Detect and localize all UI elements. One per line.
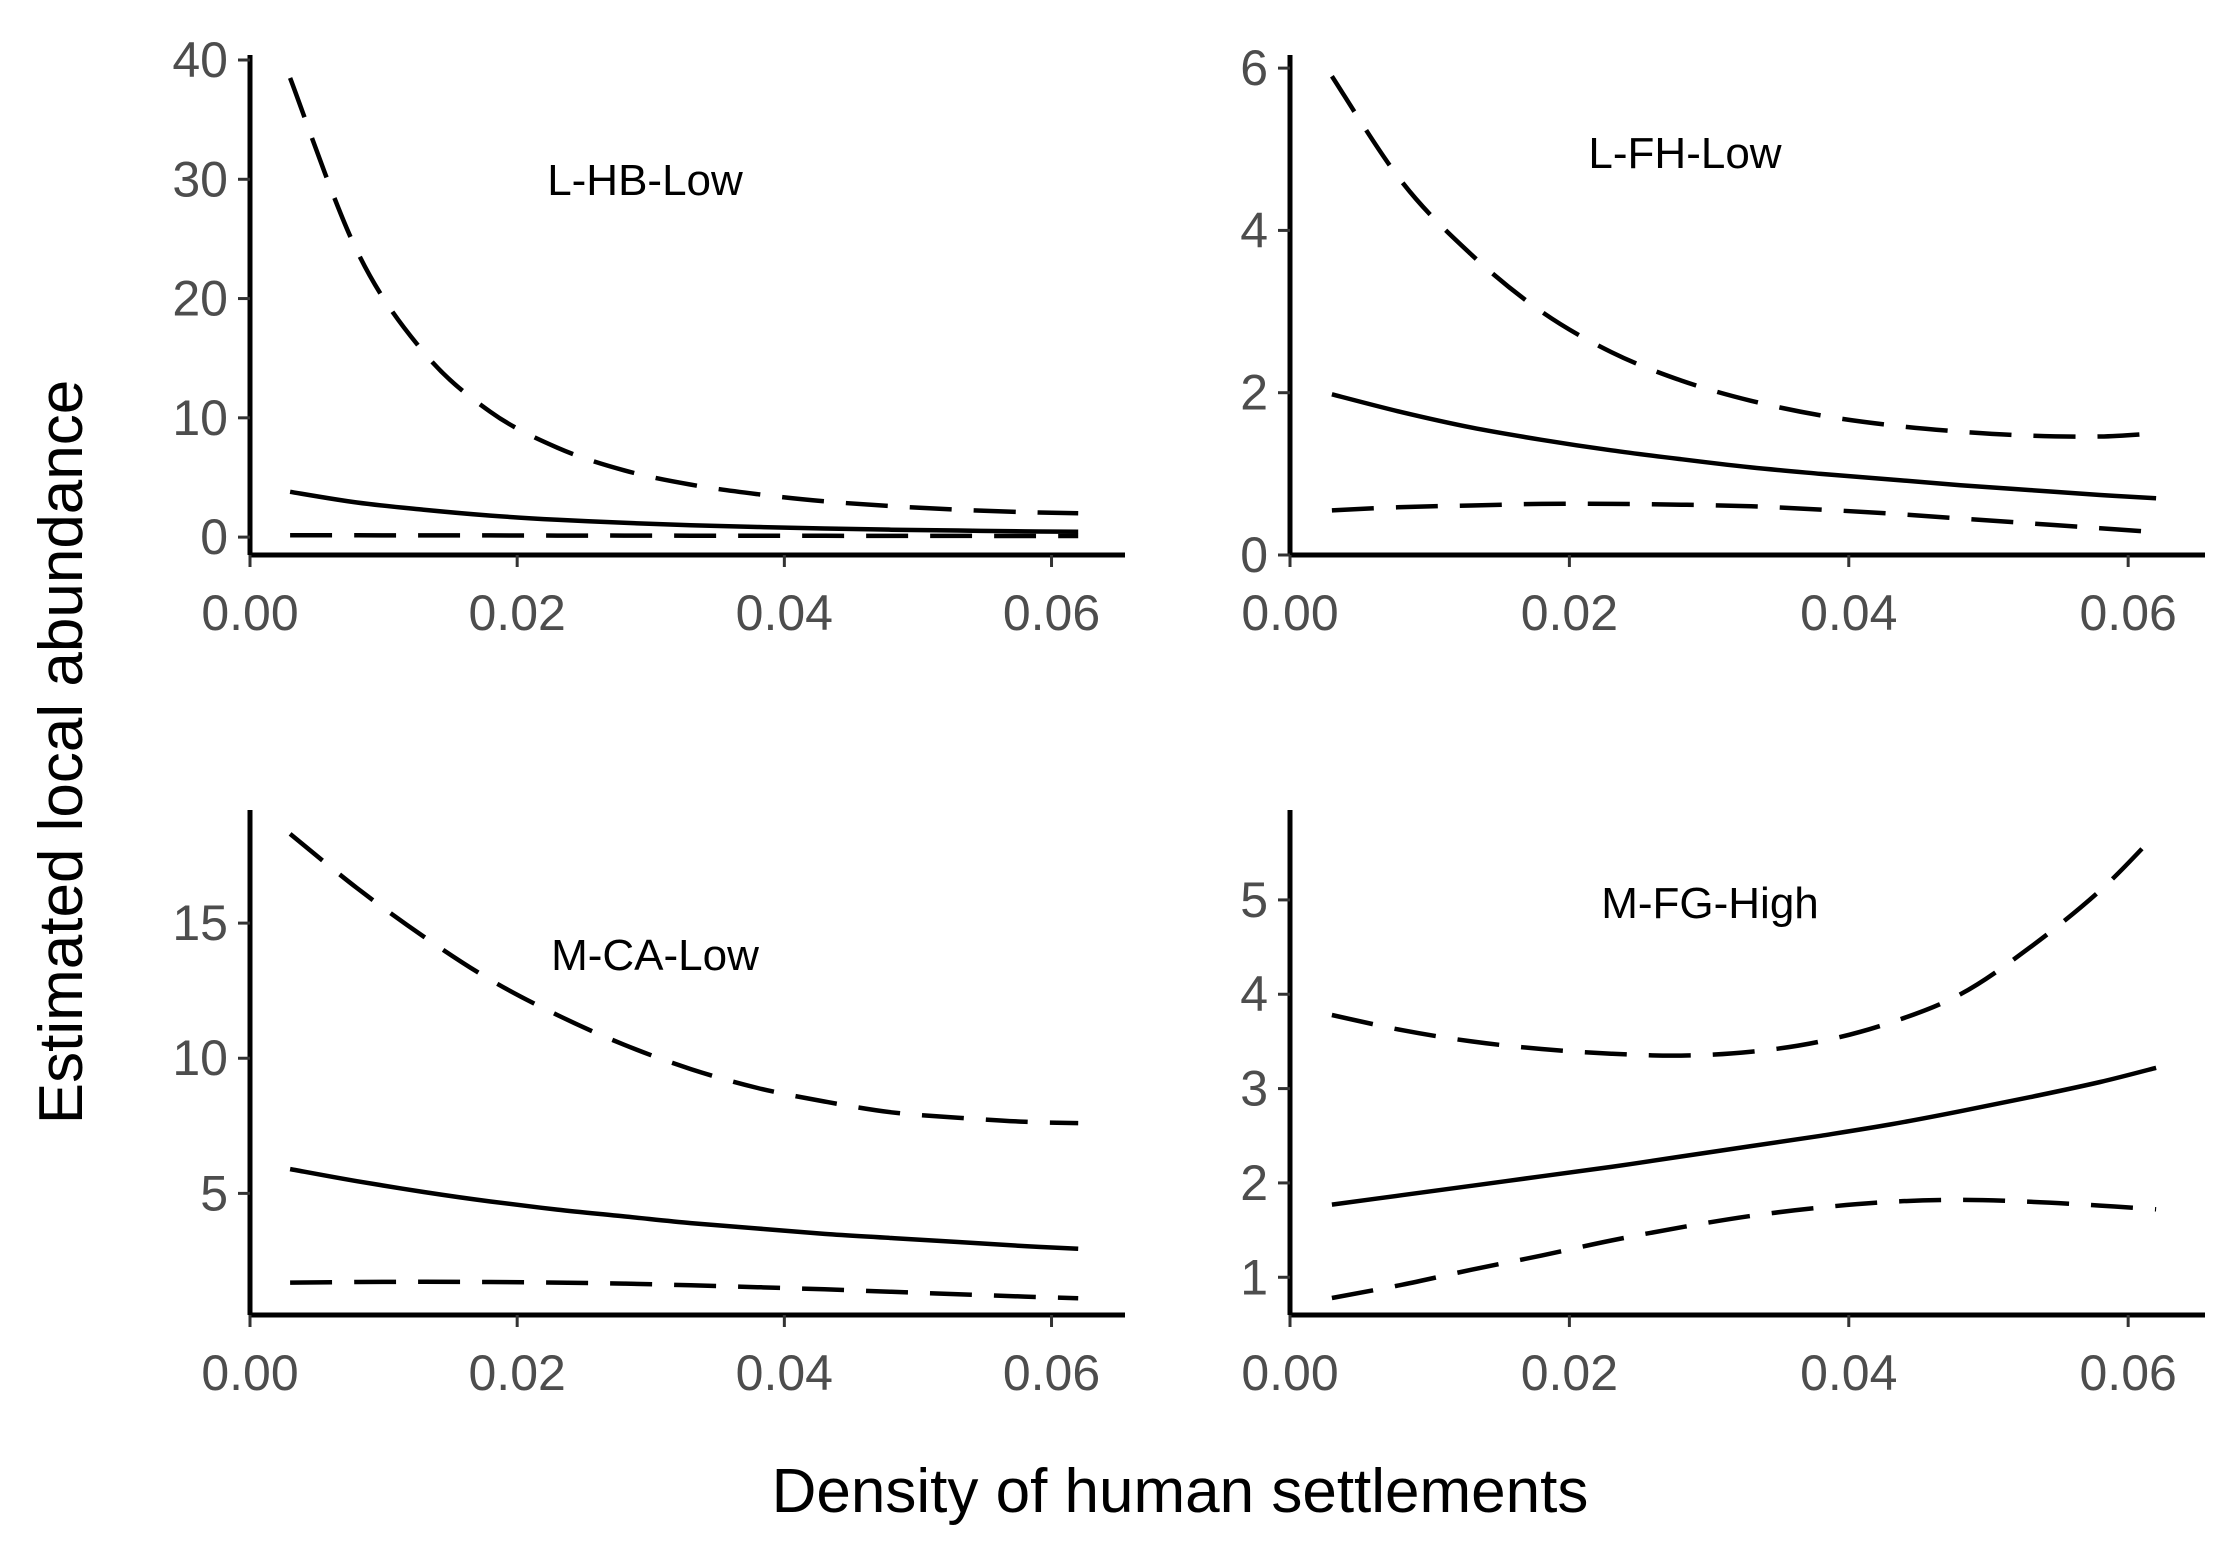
y-tick-label: 4 bbox=[1240, 202, 1268, 258]
x-axis-title: Density of human settlements bbox=[772, 1457, 1589, 1526]
y-tick-label: 10 bbox=[172, 390, 228, 446]
panel-m-fg-high: 1 2 3 4 5 0.00 0.02 0.04 0.06 M-FG-High bbox=[1240, 810, 2205, 1401]
y-tick-label: 15 bbox=[172, 895, 228, 951]
panel-label-l-hb-low: L-HB-Low bbox=[547, 156, 743, 205]
y-tick-label: 10 bbox=[172, 1030, 228, 1086]
y-tick-label: 1 bbox=[1240, 1249, 1268, 1305]
x-tick-label: 0.02 bbox=[469, 1345, 566, 1401]
y-axis-title: Estimated local abundance bbox=[27, 380, 96, 1124]
y-tick-label: 5 bbox=[1240, 872, 1268, 928]
panel-l-fh-low: 0 2 4 6 0.00 0.02 0.04 0.06 L-FH-Low bbox=[1240, 40, 2205, 641]
x-tick-label: 0.06 bbox=[2080, 1345, 2177, 1401]
series-lower-line-l-fh-low bbox=[1331, 501, 2157, 535]
y-tick-label: 2 bbox=[1240, 1155, 1268, 1211]
x-tick-label: 0.02 bbox=[1521, 585, 1618, 641]
y-tick-label: 40 bbox=[172, 32, 228, 88]
panel-label-m-ca-low: M-CA-Low bbox=[551, 931, 759, 980]
panel-l-hb-low: 0 10 20 30 40 0.00 0.02 0.04 0.06 L-HB-Low bbox=[172, 32, 1125, 641]
panel-m-ca-low: 5 10 15 0.00 0.02 0.04 0.06 M-CA-Low bbox=[172, 810, 1125, 1401]
y-tick-label: 0 bbox=[200, 509, 228, 565]
x-tick-label: 0.02 bbox=[469, 585, 566, 641]
x-tick-label: 0.00 bbox=[1241, 585, 1338, 641]
y-tick-label: 30 bbox=[172, 151, 228, 207]
series-estimate-line-m-fg-high bbox=[1331, 1065, 2157, 1207]
series-estimate-line-l-fh-low bbox=[1331, 392, 2157, 501]
panel-label-l-fh-low: L-FH-Low bbox=[1588, 129, 1781, 178]
series-upper-line-m-fg-high bbox=[1331, 832, 2158, 1058]
y-tick-label: 2 bbox=[1240, 365, 1268, 421]
series-upper-line-m-ca-low bbox=[288, 832, 1079, 1126]
y-tick-label: 6 bbox=[1240, 40, 1268, 96]
y-tick-label: 3 bbox=[1240, 1061, 1268, 1117]
series-estimate-line-l-hb-low bbox=[289, 489, 1079, 534]
x-tick-label: 0.06 bbox=[2080, 585, 2177, 641]
series-lower-line-m-fg-high bbox=[1331, 1197, 2157, 1301]
x-tick-label: 0.04 bbox=[736, 1345, 833, 1401]
y-tick-label: 4 bbox=[1240, 966, 1268, 1022]
x-tick-label: 0.04 bbox=[1800, 585, 1897, 641]
x-tick-label: 0.06 bbox=[1003, 585, 1100, 641]
panel-label-m-fg-high: M-FG-High bbox=[1601, 879, 1819, 928]
x-tick-label: 0.00 bbox=[201, 585, 298, 641]
x-tick-label: 0.00 bbox=[1241, 1345, 1338, 1401]
x-tick-label: 0.04 bbox=[1800, 1345, 1897, 1401]
series-upper-line-l-fh-low bbox=[1330, 74, 2157, 439]
series-estimate-line-m-ca-low bbox=[289, 1166, 1079, 1252]
series-lower-line-m-ca-low bbox=[290, 1279, 1079, 1301]
series-upper-line-l-hb-low bbox=[288, 77, 1079, 516]
x-tick-label: 0.04 bbox=[736, 585, 833, 641]
y-tick-label: 0 bbox=[1240, 527, 1268, 583]
y-tick-label: 20 bbox=[172, 271, 228, 327]
series-lower-line-l-hb-low bbox=[290, 533, 1079, 539]
x-tick-label: 0.06 bbox=[1003, 1345, 1100, 1401]
x-tick-label: 0.02 bbox=[1521, 1345, 1618, 1401]
y-tick-label: 5 bbox=[200, 1165, 228, 1221]
x-tick-label: 0.00 bbox=[201, 1345, 298, 1401]
